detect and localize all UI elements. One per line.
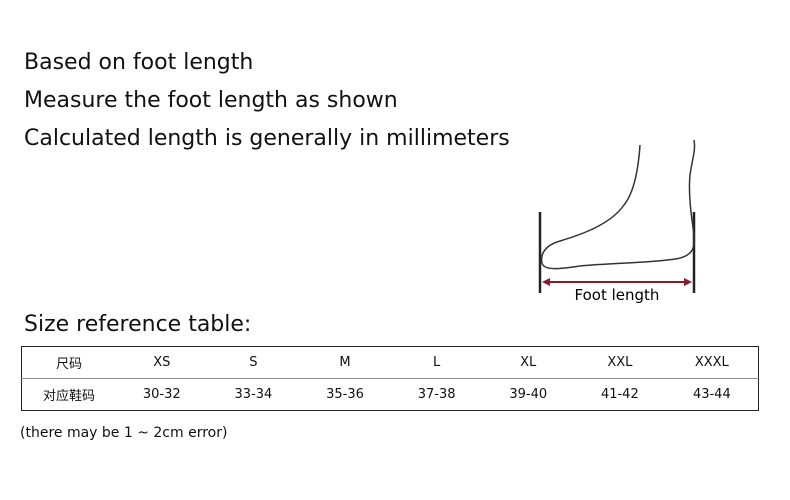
intro-line: Measure the foot length as shown: [24, 88, 398, 113]
table-cell: 33-34: [207, 378, 300, 411]
table-cell: S: [207, 346, 300, 379]
table-title: Size reference table:: [24, 312, 252, 337]
table-cell: 39-40: [482, 378, 575, 411]
table-cell: XXXL: [665, 346, 759, 379]
diagram-label: Foot length: [575, 286, 660, 304]
table-cell: L: [390, 346, 483, 379]
table-cell: 尺码: [21, 346, 116, 379]
table-row: 对应鞋码 30-32 33-34 35-36 37-38 39-40 41-42 43-44: [21, 378, 759, 411]
note: (there may be 1 ~ 2cm error): [20, 425, 228, 441]
intro-line: Calculated length is generally in millim…: [24, 126, 510, 151]
table-cell: XL: [482, 346, 575, 379]
table-cell: XS: [116, 346, 208, 379]
table-cell: 41-42: [574, 378, 666, 411]
table-cell: 37-38: [390, 378, 483, 411]
table-cell: 35-36: [299, 378, 391, 411]
table-cell: 43-44: [665, 378, 759, 411]
table-cell: M: [299, 346, 391, 379]
size-table: 尺码 XS S M L XL XXL XXXL 对应鞋码 30-32 33-34 35-36 37-38…: [21, 346, 759, 411]
intro-line: Based on foot length: [24, 50, 254, 75]
table-cell: XXL: [574, 346, 666, 379]
table-row: 尺码 XS S M L XL XXL XXXL: [21, 346, 759, 379]
foot-outline: [540, 139, 696, 270]
table-cell: 对应鞋码: [21, 378, 116, 411]
table-cell: 30-32: [116, 378, 208, 411]
foot-diagram: Foot length: [538, 139, 696, 304]
